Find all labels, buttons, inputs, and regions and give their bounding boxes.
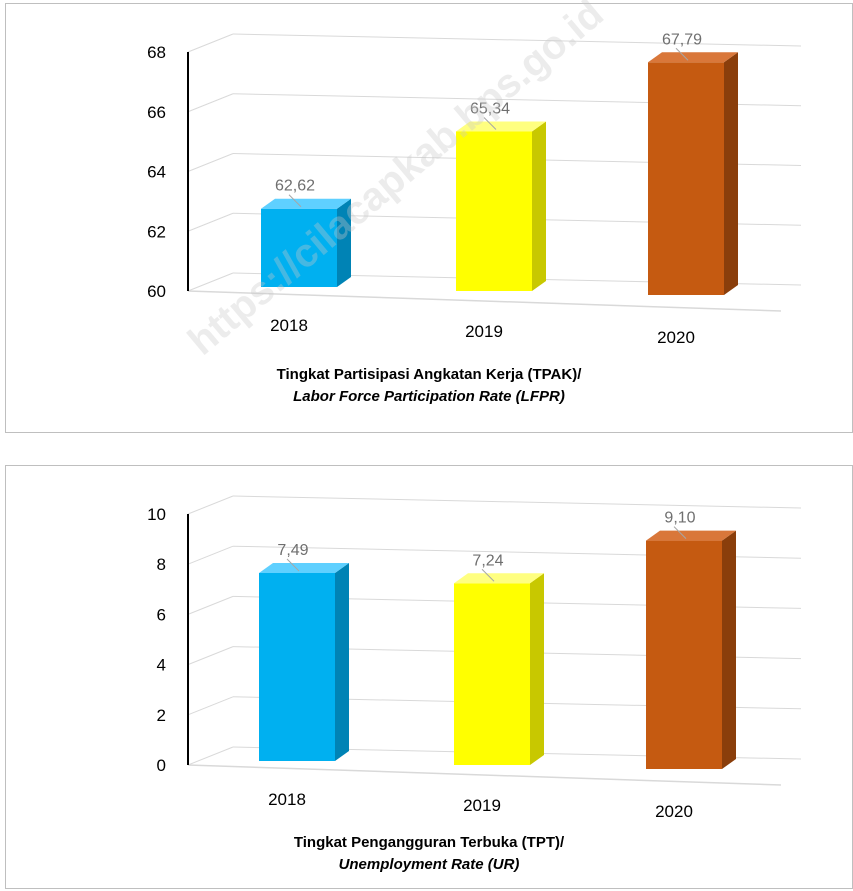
tpt-chart-caption: Tingkat Pengangguran Terbuka (TPT)/ Unem…: [6, 832, 852, 876]
tpak-data-label-leader: [675, 47, 689, 61]
tpt-bar: [259, 573, 335, 761]
tpt-y-tick-label: 10: [147, 505, 166, 524]
tpak-chart-subtitle: Labor Force Participation Rate (LFPR): [293, 388, 565, 405]
tpt-y-tick-label: 4: [157, 656, 166, 675]
tpt-grid-diag: [187, 746, 234, 766]
tpak-chart-title: Tingkat Partisipasi Angkatan Kerja (TPAK…: [276, 366, 582, 383]
tpak-bar: [456, 131, 532, 291]
tpt-data-label: 7,24: [472, 552, 503, 569]
tpt-grid-diag: [187, 545, 234, 565]
tpak-data-label-leader: [483, 117, 497, 130]
tpak-y-tick-label: 60: [147, 282, 166, 301]
tpt-data-label-leader: [481, 568, 495, 582]
tpak-grid-diag: [187, 93, 234, 113]
tpak-x-tick-label: 2018: [270, 316, 308, 335]
tpak-chart-caption: Tingkat Partisipasi Angkatan Kerja (TPAK…: [6, 364, 852, 408]
tpt-chart-title: Tingkat Pengangguran Terbuka (TPT)/: [293, 834, 565, 851]
tpt-grid-diag: [187, 595, 234, 615]
tpak-grid-diag: [187, 212, 234, 232]
tpak-x-tick-label: 2019: [465, 322, 503, 341]
tpak-bar-top: [456, 121, 546, 132]
tpak-bar-side: [724, 52, 738, 296]
tpak-bar-top: [261, 198, 351, 209]
tpak-data-label: 65,34: [470, 100, 510, 117]
tpt-x-tick-label: 2019: [463, 796, 501, 815]
tpak-data-label-leader: [288, 194, 302, 208]
tpak-grid-diag: [187, 272, 234, 292]
tpt-data-label-leader: [673, 526, 687, 539]
tpak-y-tick-label: 62: [147, 222, 166, 241]
tpt-bar-side: [335, 563, 349, 761]
tpt-bar-top: [454, 573, 544, 584]
tpak-y-tick-label: 66: [147, 103, 166, 122]
tpak-bar: [648, 62, 724, 296]
tpt-data-label-leader: [286, 558, 300, 572]
tpt-x-tick-label: 2018: [268, 790, 306, 809]
tpak-floor-line: [187, 290, 782, 312]
tpak-gridline: [232, 33, 802, 47]
tpt-chart: 0 2 4 6 8 10 7,49 2018 7,24 2019 9,10 2020: [147, 495, 802, 821]
tpt-y-tick-label: 6: [157, 605, 166, 624]
tpt-y-tick-label: 0: [157, 756, 166, 775]
tpak-grid-diag: [187, 33, 234, 53]
tpt-bar: [454, 583, 530, 765]
tpt-chart-subtitle: Unemployment Rate (UR): [338, 856, 520, 873]
tpt-y-tick-label: 8: [157, 555, 166, 574]
tpak-y-tick-label: 68: [147, 43, 166, 62]
tpak-data-label: 62,62: [275, 178, 315, 195]
tpt-bar: [646, 540, 722, 769]
tpt-bar-side: [722, 530, 736, 769]
tpak-bar-top: [648, 52, 738, 63]
tpak-y-tick-label: 64: [147, 163, 166, 182]
tpak-bar-side: [532, 121, 546, 291]
tpt-bar-top: [646, 530, 736, 541]
tpak-chart: 60 62 64 66 68 62,62 2018 65,34 2019 67,79 2020: [147, 31, 802, 347]
tpt-floor-line: [187, 764, 782, 786]
tpt-grid-diag: [187, 646, 234, 666]
tpt-y-tick-label: 2: [157, 706, 166, 725]
tpak-bar: [261, 208, 337, 287]
tpt-data-label: 7,49: [277, 542, 308, 559]
tpt-x-tick-label: 2020: [655, 802, 693, 821]
tpt-data-label: 9,10: [664, 510, 695, 527]
tpak-chart-panel: 60 62 64 66 68 62,62 2018 65,34 2019 67,79 2020 Ti…: [5, 3, 853, 433]
tpak-x-tick-label: 2020: [657, 328, 695, 347]
tpt-gridline: [232, 495, 802, 509]
tpak-bar-side: [337, 198, 351, 287]
tpt-grid-diag: [187, 696, 234, 716]
tpt-bar-side: [530, 573, 544, 765]
tpt-grid-diag: [187, 495, 234, 515]
tpt-bar-top: [259, 563, 349, 574]
tpt-chart-panel: 0 2 4 6 8 10 7,49 2018 7,24 2019 9,10 2020 Tingkat …: [5, 465, 853, 889]
tpak-data-label: 67,79: [662, 31, 702, 48]
tpak-grid-diag: [187, 153, 234, 172]
